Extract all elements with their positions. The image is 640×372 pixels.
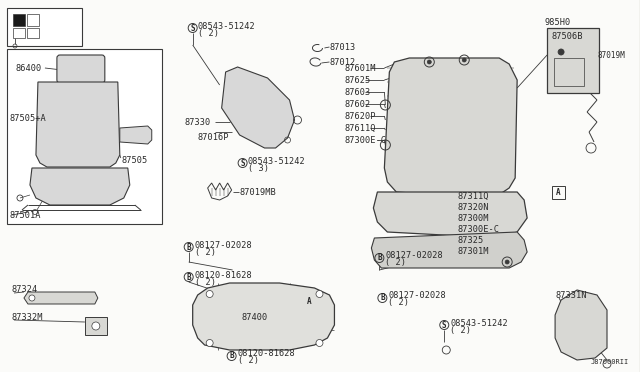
Text: 87301M: 87301M: [457, 247, 489, 256]
Text: ( 2): ( 2): [195, 278, 216, 286]
Text: B: B: [377, 253, 381, 263]
Text: 08120-81628: 08120-81628: [237, 350, 295, 359]
FancyBboxPatch shape: [57, 55, 105, 83]
Polygon shape: [36, 82, 120, 167]
Circle shape: [558, 49, 564, 55]
Text: 87400: 87400: [241, 314, 268, 323]
Polygon shape: [555, 290, 607, 360]
Polygon shape: [385, 58, 517, 198]
Polygon shape: [30, 168, 130, 205]
Text: S: S: [442, 321, 447, 330]
Text: 87625: 87625: [344, 76, 371, 84]
Text: 08127-02028: 08127-02028: [388, 292, 446, 301]
Circle shape: [206, 291, 213, 298]
Bar: [552, 186, 564, 199]
Text: 87601M: 87601M: [344, 64, 376, 73]
Polygon shape: [371, 232, 527, 268]
Text: 08120-81628: 08120-81628: [195, 270, 252, 279]
Circle shape: [206, 340, 213, 346]
Text: ( 2): ( 2): [388, 298, 410, 308]
Text: A: A: [307, 298, 312, 307]
Text: 985H0: 985H0: [544, 17, 570, 26]
Bar: [7, 49, 162, 224]
Text: 87325: 87325: [457, 235, 483, 244]
Text: 87505+A: 87505+A: [10, 113, 47, 122]
Text: 87320N: 87320N: [457, 202, 489, 212]
Polygon shape: [221, 67, 294, 148]
Text: B: B: [186, 243, 191, 251]
Text: 08543-51242: 08543-51242: [198, 22, 255, 31]
Text: 87603: 87603: [344, 87, 371, 96]
Text: 87311Q: 87311Q: [457, 192, 489, 201]
Text: B: B: [186, 273, 191, 282]
Bar: [13, 14, 25, 26]
Polygon shape: [373, 192, 527, 238]
Text: 87019M: 87019M: [597, 51, 625, 60]
Text: ( 2): ( 2): [451, 326, 471, 334]
Circle shape: [505, 260, 509, 264]
Text: B: B: [380, 294, 385, 302]
Text: 87611Q: 87611Q: [344, 124, 376, 132]
Text: 87602: 87602: [344, 99, 371, 109]
Bar: [27, 28, 39, 38]
Bar: [27, 14, 39, 26]
Text: ( 2): ( 2): [195, 247, 216, 257]
Text: 87300E-C: 87300E-C: [344, 135, 387, 144]
Text: S: S: [240, 158, 245, 167]
Text: 87506B: 87506B: [551, 32, 582, 41]
Text: 08127-02028: 08127-02028: [385, 251, 443, 260]
Circle shape: [316, 340, 323, 346]
Bar: [7, 8, 82, 46]
Text: 08543-51242: 08543-51242: [451, 318, 508, 327]
Bar: [13, 28, 25, 38]
Text: 87016P: 87016P: [198, 132, 229, 141]
Text: 87300E-C: 87300E-C: [457, 224, 499, 234]
Text: 87332M: 87332M: [12, 314, 44, 323]
Text: 08127-02028: 08127-02028: [195, 241, 252, 250]
Polygon shape: [24, 292, 98, 304]
Text: 87013: 87013: [330, 42, 356, 51]
Bar: [304, 296, 315, 308]
Text: 08543-51242: 08543-51242: [248, 157, 305, 166]
Circle shape: [462, 58, 466, 62]
Text: 87620P: 87620P: [344, 112, 376, 121]
Text: 87505: 87505: [122, 155, 148, 164]
Circle shape: [428, 60, 431, 64]
Text: B: B: [229, 352, 234, 360]
Text: J87000RII: J87000RII: [591, 359, 629, 365]
Text: ( 3): ( 3): [248, 164, 269, 173]
Text: ( 2): ( 2): [385, 259, 406, 267]
Text: 87300M: 87300M: [457, 214, 489, 222]
Text: S: S: [190, 23, 195, 32]
Polygon shape: [120, 126, 152, 144]
Text: 86400: 86400: [16, 64, 42, 73]
Bar: [547, 28, 599, 93]
Circle shape: [316, 291, 323, 298]
Text: 87501A: 87501A: [10, 211, 42, 219]
Text: 87324: 87324: [12, 285, 38, 295]
Bar: [85, 317, 107, 335]
Text: 87330: 87330: [185, 118, 211, 126]
Text: ( 2): ( 2): [237, 356, 259, 366]
Text: 87331N: 87331N: [555, 291, 587, 299]
Text: ( 2): ( 2): [198, 29, 219, 38]
Circle shape: [92, 322, 100, 330]
Text: A: A: [556, 187, 561, 196]
Bar: [554, 58, 584, 86]
Polygon shape: [193, 283, 335, 350]
Text: 87012: 87012: [330, 58, 356, 67]
Circle shape: [29, 295, 35, 301]
Text: 87019MB: 87019MB: [239, 187, 276, 196]
